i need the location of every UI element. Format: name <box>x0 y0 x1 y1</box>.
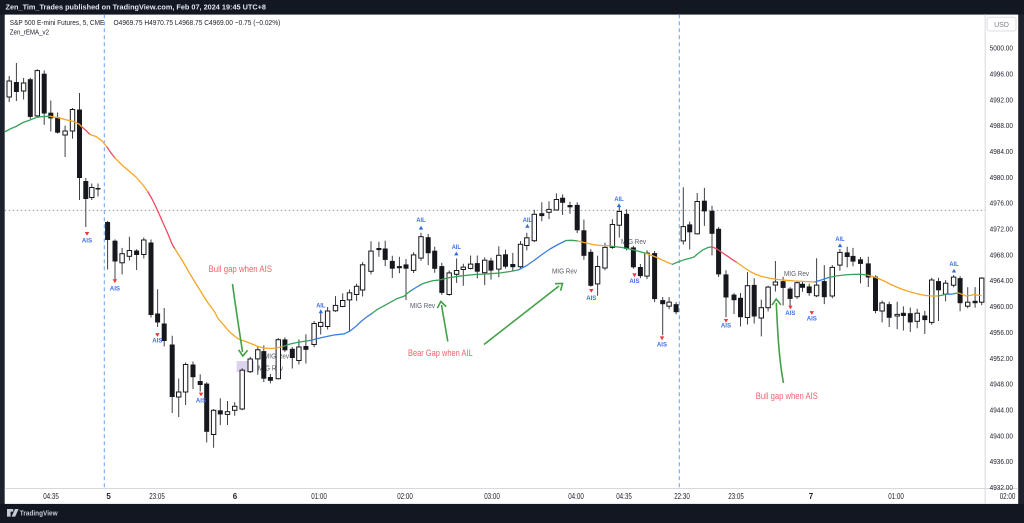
svg-text:MIG Rev: MIG Rev <box>621 237 646 246</box>
svg-text:01:00: 01:00 <box>888 492 904 501</box>
svg-text:22:30: 22:30 <box>674 492 690 501</box>
svg-text:AIL: AIL <box>316 303 325 310</box>
svg-text:4976.00: 4976.00 <box>990 199 1013 208</box>
svg-text:4940.00: 4940.00 <box>990 431 1013 440</box>
svg-text:4984.00: 4984.00 <box>990 147 1013 156</box>
svg-text:02:00: 02:00 <box>1000 492 1016 501</box>
svg-text:AIS: AIS <box>785 310 796 317</box>
svg-text:4968.00: 4968.00 <box>990 250 1013 259</box>
svg-text:04:00: 04:00 <box>568 492 584 501</box>
svg-text:AIS: AIS <box>629 278 640 285</box>
svg-text:4936.00: 4936.00 <box>990 457 1013 466</box>
svg-text:4988.00: 4988.00 <box>990 121 1013 130</box>
svg-text:4952.00: 4952.00 <box>990 354 1013 363</box>
svg-text:AIS: AIS <box>657 342 668 349</box>
svg-text:AIS: AIS <box>152 338 163 345</box>
svg-text:S&P 500 E-mini Futures, 5, CME: S&P 500 E-mini Futures, 5, CME <box>10 18 105 27</box>
svg-text:5000.00: 5000.00 <box>990 44 1013 53</box>
svg-text:4980.00: 4980.00 <box>990 173 1013 182</box>
svg-text:AIS: AIS <box>721 323 732 330</box>
svg-text:AIL: AIL <box>452 244 461 251</box>
svg-text:AIL: AIL <box>949 261 958 268</box>
svg-text:AIS: AIS <box>82 238 93 245</box>
svg-text:4956.00: 4956.00 <box>990 328 1013 337</box>
svg-text:4960.00: 4960.00 <box>990 302 1013 311</box>
svg-text:4996.00: 4996.00 <box>990 70 1013 79</box>
svg-text:4944.00: 4944.00 <box>990 406 1013 415</box>
svg-text:5: 5 <box>106 492 111 501</box>
svg-text:04:35: 04:35 <box>616 492 632 501</box>
svg-text:Zen_rEMA_v2: Zen_rEMA_v2 <box>10 28 49 37</box>
svg-text:6: 6 <box>233 492 238 501</box>
svg-text:AIL: AIL <box>835 236 844 243</box>
svg-text:MIG Rev: MIG Rev <box>784 269 809 278</box>
svg-text:4964.00: 4964.00 <box>990 276 1013 285</box>
svg-text:TradingView: TradingView <box>20 508 58 517</box>
svg-text:4932.00: 4932.00 <box>990 483 1013 492</box>
svg-text:O4969.75 H4970.75 L4968.75: O4969.75 H4970.75 L4968.75 C4969.00 −0.7… <box>114 18 281 27</box>
svg-text:4992.00: 4992.00 <box>990 95 1013 104</box>
svg-text:Bull gap when AIS: Bull gap when AIS <box>756 391 818 401</box>
svg-text:AIL: AIL <box>523 217 532 224</box>
svg-text:AIL: AIL <box>614 196 623 203</box>
svg-text:23:05: 23:05 <box>728 492 744 501</box>
svg-text:MIG Rev: MIG Rev <box>410 301 435 310</box>
svg-text:04:35: 04:35 <box>43 492 59 501</box>
svg-text:AIS: AIS <box>196 397 207 404</box>
svg-text:23:05: 23:05 <box>149 492 165 501</box>
svg-text:4972.00: 4972.00 <box>990 225 1013 234</box>
svg-text:4948.00: 4948.00 <box>990 380 1013 389</box>
svg-text:AIS: AIS <box>807 315 818 322</box>
svg-text:7: 7 <box>809 492 814 501</box>
svg-text:AIL: AIL <box>416 217 425 224</box>
svg-text:01:00: 01:00 <box>311 492 327 501</box>
svg-text:AIS: AIS <box>110 285 121 292</box>
svg-text:AIS: AIS <box>586 295 597 302</box>
svg-text:USD: USD <box>994 22 1009 29</box>
svg-text:02:00: 02:00 <box>397 492 413 501</box>
svg-text:03:00: 03:00 <box>484 492 500 501</box>
svg-text:MIG Rev: MIG Rev <box>552 267 577 276</box>
svg-text:Bull gap when AIS: Bull gap when AIS <box>209 264 273 274</box>
svg-text:Bear Gap when AIL: Bear Gap when AIL <box>408 348 473 358</box>
svg-text:MIG Rev: MIG Rev <box>258 363 283 372</box>
svg-text:Zen_Tim_Trades published on Tr: Zen_Tim_Trades published on TradingView.… <box>6 3 267 12</box>
